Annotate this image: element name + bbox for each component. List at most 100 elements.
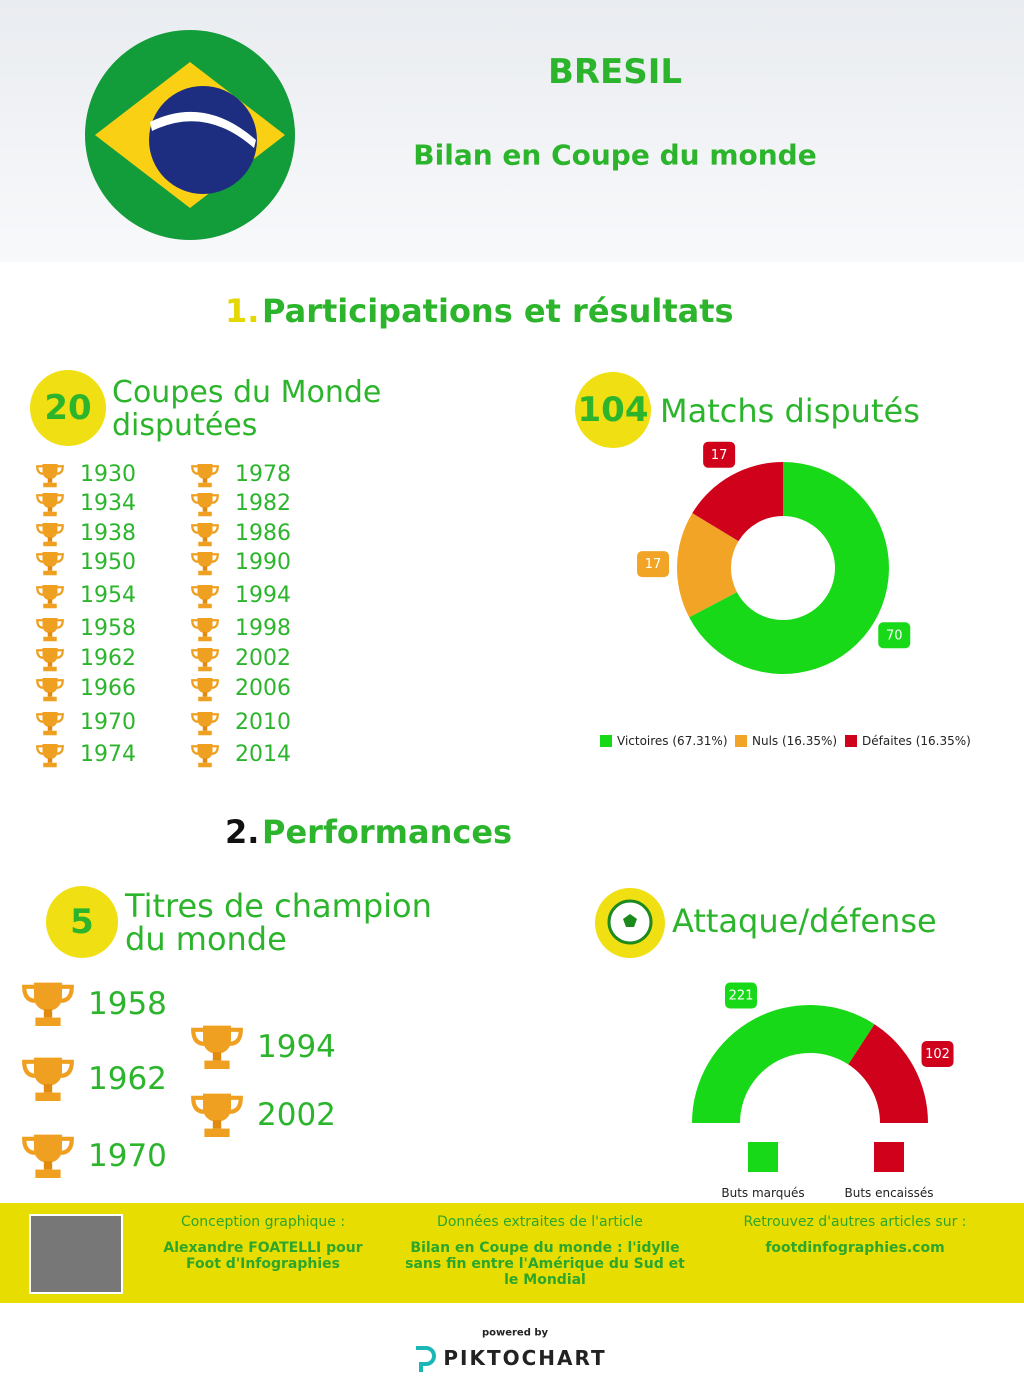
- trophy-icon: [36, 491, 64, 518]
- year: 1934: [80, 491, 136, 516]
- callout-box: [724, 982, 757, 1009]
- year: 2010: [235, 710, 291, 735]
- donut-segment: [689, 462, 889, 674]
- legend-swatch: [748, 1142, 778, 1172]
- trophy-icon: [36, 583, 64, 610]
- title-year: 1958: [88, 986, 167, 1022]
- year: 1962: [80, 646, 136, 671]
- trophy-icon: [193, 1094, 241, 1137]
- trophy-icon: [193, 1026, 241, 1069]
- legend-label: Nuls (16.35%): [752, 734, 837, 748]
- year: 1990: [235, 550, 291, 575]
- trophy-icon: [36, 521, 64, 548]
- count-label: Titres de champion du monde: [125, 887, 432, 958]
- trophy-icon: [24, 983, 72, 1026]
- section-title: Performances: [262, 813, 513, 851]
- footer-label: Données extraites de l'article: [437, 1214, 643, 1230]
- footer-label: Retrouvez d'autres articles sur :: [743, 1214, 967, 1230]
- callout-box: [878, 622, 911, 649]
- title-year: 1970: [88, 1138, 167, 1174]
- year: 1978: [235, 462, 291, 487]
- trophy-icon: [191, 616, 219, 643]
- title-year: 2002: [257, 1097, 336, 1133]
- year: 1998: [235, 616, 291, 641]
- trophy-icon: [191, 710, 219, 737]
- trophy-icon: [191, 521, 219, 548]
- data-label: 102: [925, 1047, 950, 1062]
- legend-label: Buts marqués: [721, 1186, 804, 1200]
- year: 2014: [235, 742, 291, 767]
- title: BRESIL: [547, 52, 683, 92]
- year: 2002: [235, 646, 291, 671]
- data-label: 17: [645, 557, 662, 572]
- count: 20: [44, 388, 92, 428]
- footer-article: Bilan en Coupe du monde : l'idylle sans …: [405, 1240, 685, 1288]
- badge: [46, 886, 118, 958]
- year: 1982: [235, 491, 291, 516]
- legend-swatch: [600, 735, 612, 747]
- legend-swatch: [874, 1142, 904, 1172]
- year: 1954: [80, 583, 136, 608]
- flag: [85, 30, 295, 240]
- callout-box: [703, 441, 736, 468]
- year: 1970: [80, 710, 136, 735]
- ball-icon: [607, 899, 653, 945]
- count-label: Matchs disputés: [660, 392, 920, 430]
- trophy-icon: [36, 710, 64, 737]
- count-label: Coupes du Monde disputées: [112, 375, 382, 443]
- trophy-icon: [24, 1135, 72, 1178]
- section-number: 1.: [225, 292, 260, 330]
- year: 1994: [235, 583, 291, 608]
- year: 1958: [80, 616, 136, 641]
- donut-segment: [692, 462, 783, 542]
- title-year: 1962: [88, 1061, 167, 1097]
- footer-author: Alexandre FOATELLI pour Foot d'Infograph…: [163, 1240, 363, 1272]
- trophy-icon: [191, 491, 219, 518]
- legend-swatch: [845, 735, 857, 747]
- trophy-icon: [36, 646, 64, 673]
- year: 1974: [80, 742, 136, 767]
- year: 1938: [80, 521, 136, 546]
- trophy-icon: [36, 462, 64, 489]
- donut-segment: [677, 513, 739, 618]
- badge: [575, 372, 651, 448]
- callout-box: [637, 551, 670, 578]
- footer-bg: [0, 1203, 1024, 1303]
- powered-by: powered by: [481, 1327, 549, 1339]
- badge: [30, 370, 106, 446]
- trophy-icon: [24, 1058, 72, 1101]
- data-label: 221: [729, 988, 754, 1003]
- trophy-icon: [191, 742, 219, 769]
- year: 1986: [235, 521, 291, 546]
- trophy-icon: [191, 676, 219, 703]
- year: 1966: [80, 676, 136, 701]
- piktochart-logo: [416, 1346, 436, 1372]
- trophy-icon: [36, 742, 64, 769]
- footer-photo: [29, 1214, 123, 1294]
- data-label: 17: [711, 448, 728, 463]
- title-year: 1994: [257, 1029, 336, 1065]
- section-label: Attaque/défense: [672, 902, 937, 940]
- legend-swatch: [735, 735, 747, 747]
- count: 5: [70, 902, 94, 942]
- trophy-icon: [191, 583, 219, 610]
- data-label: 70: [886, 628, 903, 643]
- year: 2006: [235, 676, 291, 701]
- trophy-icon: [36, 676, 64, 703]
- legend-label: Victoires (67.31%): [617, 734, 728, 748]
- section-title: Participations et résultats: [262, 292, 734, 330]
- trophy-icon: [191, 646, 219, 673]
- brand: PIKTOCHART: [443, 1346, 607, 1370]
- arc-segment: [692, 1005, 875, 1123]
- year: 1930: [80, 462, 136, 487]
- trophy-icon: [191, 550, 219, 577]
- legend-label: Défaites (16.35%): [862, 734, 971, 748]
- trophy-icon: [36, 616, 64, 643]
- footer-link[interactable]: footdinfographies.com: [765, 1240, 945, 1256]
- trophy-icon: [191, 462, 219, 489]
- footer-label: Conception graphique :: [180, 1214, 346, 1230]
- subtitle: Bilan en Coupe du monde: [413, 138, 817, 172]
- legend-label: Buts encaissés: [844, 1186, 933, 1200]
